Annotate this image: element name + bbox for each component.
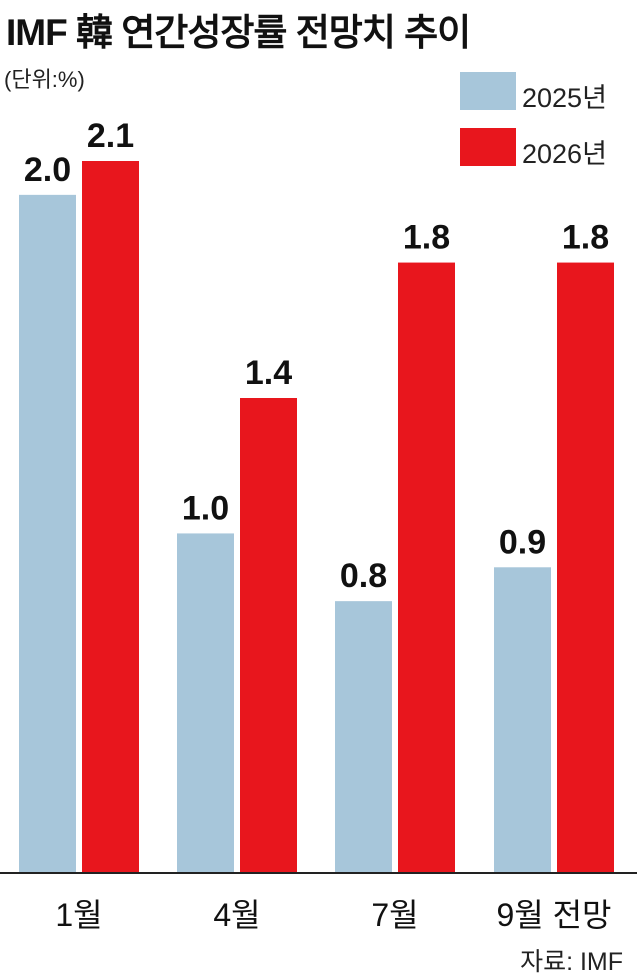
- bar-2026-1: [240, 398, 297, 872]
- bar-2025-1: [177, 533, 234, 872]
- bar-2025-3: [494, 567, 551, 872]
- value-label-2025-0: 2.0: [24, 151, 71, 189]
- chart-title: IMF 韓 연간성장률 전망치 추이: [6, 12, 471, 53]
- source-note: 자료: IMF: [520, 948, 623, 976]
- value-label-2026-0: 2.1: [87, 117, 134, 155]
- bar-2025-2: [335, 601, 392, 872]
- bar-2026-3: [557, 262, 614, 873]
- value-label-2026-2: 1.8: [403, 219, 450, 257]
- x-tick-label-1: 4월: [213, 897, 260, 933]
- value-label-2025-2: 0.8: [340, 557, 387, 595]
- value-label-2025-1: 1.0: [182, 489, 229, 527]
- value-label-2026-1: 1.4: [245, 354, 292, 392]
- bar-2025-0: [19, 194, 76, 872]
- bar-2026-0: [82, 161, 139, 872]
- x-tick-label-2: 7월: [371, 897, 418, 933]
- legend-label-2025: 2025년: [522, 83, 607, 113]
- legend-swatch-2026: [460, 128, 516, 166]
- bar-2026-2: [398, 262, 455, 873]
- legend-label-2026: 2026년: [522, 139, 607, 169]
- value-label-2026-3: 1.8: [562, 219, 609, 257]
- value-label-2025-3: 0.9: [499, 523, 546, 561]
- x-tick-label-3: 9월 전망: [496, 897, 611, 933]
- unit-label: (단위:%): [4, 67, 85, 92]
- legend-swatch-2025: [460, 72, 516, 110]
- x-tick-label-0: 1월: [55, 897, 102, 933]
